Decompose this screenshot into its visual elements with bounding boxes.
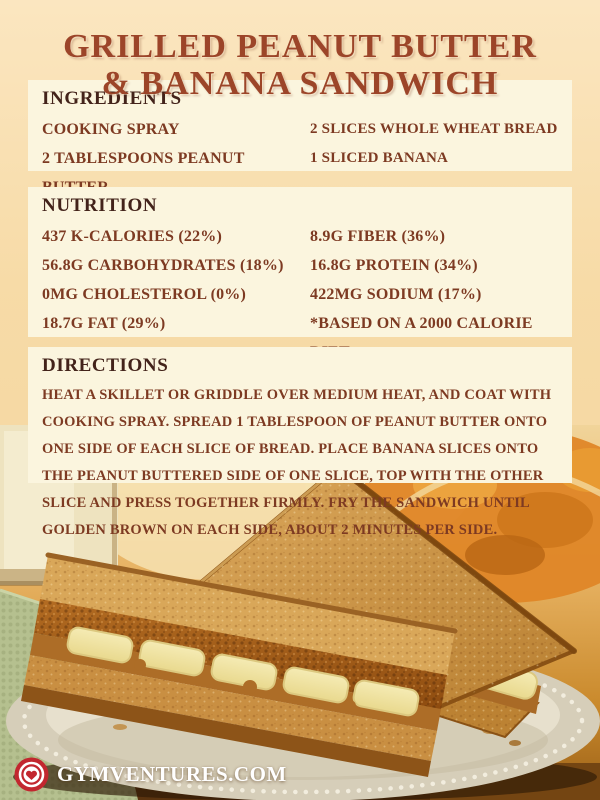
page-title-line2: & BANANA SANDWICH	[101, 64, 499, 102]
nutrition-item: 0MG CHOLESTEROL (0%)	[42, 286, 247, 303]
nutrition-item: 56.8G CARBOHYDRATES (18%)	[42, 257, 284, 274]
nutrition-heading: NUTRITION	[42, 195, 158, 216]
brand-text: GYMVENTURES.COM	[57, 761, 287, 786]
nutrition-column-2: 8.9G FIBER (36%) 16.8G PROTEIN (34%) 422…	[310, 222, 558, 367]
nutrition-columns: 437 K-CALORIES (22%) 56.8G CARBOHYDRATES…	[42, 222, 558, 367]
brand-logo: GYMVENTURES.COM	[13, 755, 287, 793]
page-title-line1: GRILLED PEANUT BUTTER	[63, 27, 537, 65]
directions-section: DIRECTIONS HEAT A SKILLET OR GRIDDLE OVE…	[28, 347, 572, 538]
ingredients-columns: COOKING SPRAY 2 TABLESPOONS PEANUT BUTTE…	[42, 115, 558, 202]
ingredients-section: INGREDIENTS COOKING SPRAY 2 TABLESPOONS …	[28, 80, 572, 196]
heart-icon	[14, 757, 49, 791]
ingredients-column-2: 2 SLICES WHOLE WHEAT BREAD 1 SLICED BANA…	[310, 115, 558, 202]
nutrition-item: 422MG SODIUM (17%)	[310, 286, 482, 303]
directions-heading: DIRECTIONS	[42, 355, 169, 376]
page-title: GRILLED PEANUT BUTTER & BANANA SANDWICH	[0, 28, 600, 102]
nutrition-item: 8.9G FIBER (36%)	[310, 228, 446, 245]
ingredient-item: 2 SLICES WHOLE WHEAT BREAD	[310, 121, 558, 137]
directions-text: HEAT A SKILLET OR GRIDDLE OVER MEDIUM HE…	[42, 387, 552, 538]
nutrition-column-1: 437 K-CALORIES (22%) 56.8G CARBOHYDRATES…	[42, 222, 310, 367]
nutrition-item: 16.8G PROTEIN (34%)	[310, 257, 478, 274]
nutrition-item: 437 K-CALORIES (22%)	[42, 228, 223, 245]
ingredients-column-1: COOKING SPRAY 2 TABLESPOONS PEANUT BUTTE…	[42, 115, 310, 202]
ingredients-heading: INGREDIENTS	[42, 88, 182, 109]
nutrition-section: NUTRITION 437 K-CALORIES (22%) 56.8G CAR…	[28, 187, 572, 361]
sandwich-front-half	[21, 552, 458, 777]
ingredient-item: 1 SLICED BANANA	[310, 150, 449, 166]
nutrition-item: 18.7G FAT (29%)	[42, 315, 166, 332]
ingredient-item: COOKING SPRAY	[42, 121, 180, 138]
